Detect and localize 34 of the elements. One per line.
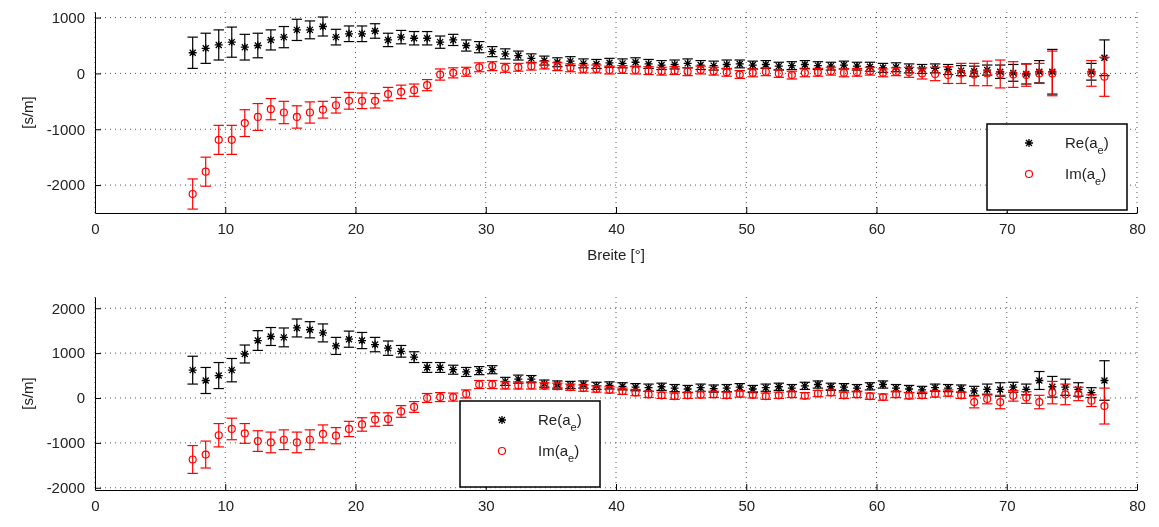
y-tick-label: 2000: [51, 299, 85, 317]
legend-label: Re(a$_{e}$): [538, 411, 582, 433]
legend-label: Im(a$_{e}$): [1065, 165, 1107, 187]
x-tick-label: 70: [998, 496, 1016, 514]
x-tick-label: 10: [217, 496, 235, 514]
x-tick-label: 40: [608, 219, 625, 237]
x-tick-label: 80: [1129, 219, 1146, 237]
x-tick-label: 20: [347, 496, 365, 514]
x-tick-label: 60: [868, 219, 886, 237]
x-tick-label: 70: [998, 219, 1016, 237]
y-axis-title: [s/m]: [19, 96, 36, 129]
y-tick-label: -1000: [46, 434, 85, 452]
x-tick-label: 30: [477, 496, 495, 514]
y-tick-label: 0: [76, 389, 85, 407]
x-axis-title: Breite [°]: [587, 246, 645, 263]
x-tick-label: 50: [738, 219, 756, 237]
y-tick-label: -2000: [46, 176, 85, 194]
y-axis-title: [s/m]: [19, 377, 36, 410]
x-tick-label: 50: [738, 496, 756, 514]
y-tick-label: -2000: [46, 479, 85, 497]
x-tick-label: 80: [1129, 496, 1146, 514]
y-tick-label: 1000: [51, 8, 85, 26]
x-tick-label: 10: [217, 219, 235, 237]
x-tick-label: 20: [347, 219, 365, 237]
legend-label: Im(a$_{e}$): [538, 442, 580, 464]
x-tick-label: 0: [91, 496, 100, 514]
x-tick-label: 0: [91, 219, 100, 237]
y-tick-label: 0: [76, 64, 85, 82]
x-tick-label: 40: [608, 496, 625, 514]
x-tick-label: 60: [868, 496, 886, 514]
x-tick-label: 30: [477, 219, 495, 237]
y-tick-label: -1000: [46, 120, 85, 138]
legend-label: Re(a$_{e}$): [1065, 134, 1109, 156]
y-tick-label: 1000: [51, 344, 85, 362]
